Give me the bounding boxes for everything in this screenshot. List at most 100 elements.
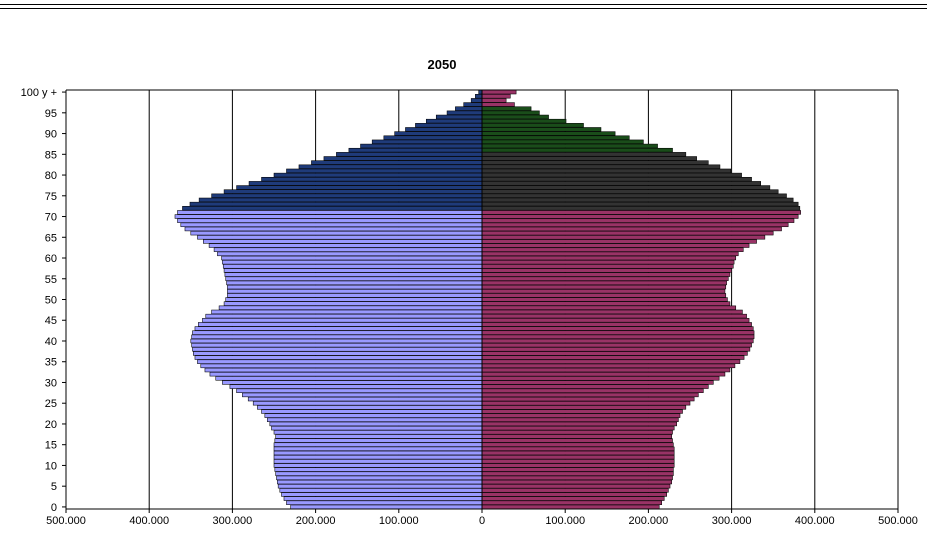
bar-right-age-86	[481, 147, 673, 153]
bar-right-age-66	[481, 230, 774, 236]
bar-left-age-12	[273, 454, 483, 460]
bar-right-age-28	[481, 388, 704, 393]
x-tick-label-2: 300.000	[213, 515, 253, 527]
bar-left-age-97	[463, 102, 483, 107]
bar-left-age-72	[182, 206, 483, 211]
bar-right-age-13	[481, 450, 675, 456]
y-tick-label-4: 20	[45, 419, 57, 431]
bar-left-age-31	[215, 376, 483, 381]
bar-left-age-15	[273, 442, 483, 447]
bar-left-age-50	[225, 297, 483, 302]
bar-left-age-37	[193, 351, 483, 356]
bar-right-age-3	[481, 492, 667, 497]
bar-right-age-22	[481, 413, 681, 418]
bar-right-age-4	[481, 488, 669, 493]
bar-right-age-52	[481, 289, 726, 294]
bar-left-age-65	[197, 235, 483, 240]
bar-left-age-85	[336, 152, 483, 157]
bar-left-age-7	[276, 475, 483, 481]
bar-left-age-45	[202, 318, 483, 323]
bar-left-age-54	[226, 280, 483, 286]
bar-left-age-60	[221, 255, 483, 261]
x-tick-label-8: 300.000	[712, 515, 752, 527]
y-tick-label-20: 100 y +	[21, 87, 57, 99]
bar-right-age-94	[481, 114, 549, 120]
x-tick-label-7: 200.000	[629, 515, 669, 527]
x-tick-label-9: 400.000	[795, 515, 835, 527]
bar-left-age-10	[273, 463, 483, 468]
bar-left-age-75	[211, 193, 483, 198]
top-border-rule-1	[0, 4, 927, 5]
y-tick-label-5: 25	[45, 398, 57, 410]
bar-right-age-10	[481, 463, 675, 468]
bar-left-age-74	[198, 197, 483, 203]
bar-left-age-30	[222, 380, 483, 385]
bar-right-age-1	[481, 500, 662, 505]
bar-right-age-68	[481, 222, 789, 228]
bar-left-age-13	[273, 450, 483, 456]
bar-right-age-47	[481, 309, 743, 315]
bar-left-age-14	[273, 446, 483, 452]
bar-right-age-40	[481, 338, 754, 344]
bar-right-age-43	[481, 326, 754, 331]
bar-right-age-61	[481, 251, 739, 257]
y-tick-label-15: 75	[45, 191, 57, 203]
bar-right-age-21	[481, 417, 679, 423]
y-tick-label-19: 95	[45, 108, 57, 120]
bar-right-age-5	[481, 483, 671, 489]
bar-left-age-92	[415, 123, 483, 128]
bar-left-age-69	[177, 218, 483, 223]
bar-right-age-99	[481, 94, 511, 99]
bar-right-age-27	[481, 392, 699, 398]
bar-left-age-96	[455, 106, 483, 111]
bar-right-age-64	[481, 239, 757, 244]
bar-left-age-70	[174, 214, 483, 219]
bar-left-age-48	[218, 305, 483, 310]
bar-right-age-51	[481, 293, 727, 298]
bar-left-age-16	[274, 438, 483, 443]
bar-right-age-89	[481, 135, 630, 140]
bar-left-age-62	[213, 247, 483, 252]
bar-right-age-54	[481, 280, 727, 286]
bar-left-age-82	[298, 164, 483, 169]
bar-right-age-26	[481, 396, 695, 402]
bar-left-age-34	[200, 363, 483, 369]
bar-left-age-91	[405, 127, 483, 132]
bar-right-age-19	[481, 425, 675, 431]
bar-right-age-46	[481, 313, 747, 319]
bar-right-age-73	[481, 201, 799, 207]
bar-left-age-99	[475, 94, 483, 99]
bar-right-age-12	[481, 454, 675, 460]
bar-left-age-59	[222, 259, 483, 265]
bar-right-age-34	[481, 363, 736, 369]
bar-right-age-92	[481, 123, 584, 128]
bar-left-age-46	[205, 313, 483, 319]
bar-right-age-100	[481, 89, 517, 95]
bar-left-age-84	[323, 156, 483, 161]
bar-left-age-35	[197, 359, 483, 364]
bar-right-age-42	[481, 330, 755, 335]
y-tick-label-6: 30	[45, 377, 57, 389]
x-tick-label-0: 500.000	[46, 515, 86, 527]
bar-right-age-78	[481, 181, 761, 186]
bar-left-age-87	[360, 143, 483, 149]
bar-right-age-65	[481, 235, 766, 240]
bar-left-age-41	[191, 334, 483, 340]
bar-right-age-58	[481, 264, 734, 269]
bar-right-age-98	[481, 98, 507, 103]
y-tick-label-17: 85	[45, 149, 57, 161]
bar-right-age-83	[481, 160, 709, 165]
bar-left-age-24	[257, 405, 483, 410]
y-tick-label-9: 45	[45, 315, 57, 327]
bar-left-age-25	[252, 401, 483, 406]
top-border-rule-2	[0, 8, 927, 9]
bar-right-age-25	[481, 401, 691, 406]
bar-left-age-73	[189, 201, 483, 207]
bar-left-age-38	[192, 347, 483, 352]
bar-left-age-3	[281, 492, 483, 497]
bar-right-age-33	[481, 367, 731, 373]
bars	[174, 89, 801, 510]
bar-right-age-8	[481, 471, 674, 476]
bar-right-age-56	[481, 272, 731, 277]
bar-left-age-11	[273, 459, 483, 464]
